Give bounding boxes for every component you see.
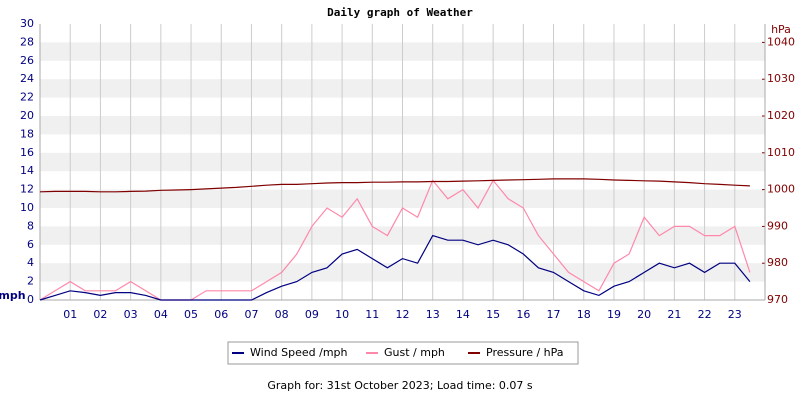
y-tick-label: 12 <box>20 183 34 196</box>
x-tick-label: 22 <box>698 308 712 321</box>
series-line <box>39 179 751 301</box>
series-line <box>39 178 750 193</box>
x-tick-label: 09 <box>305 308 319 321</box>
legend-label: Gust / mph <box>384 346 445 359</box>
y2-tick-label: 1020 <box>767 109 795 122</box>
y-tick-label: 0 <box>27 293 34 306</box>
y-tick-label: 26 <box>20 54 34 67</box>
y2-axis-label: hPa <box>771 23 791 36</box>
x-tick-label: 12 <box>396 308 410 321</box>
y-tick-label: 6 <box>27 238 34 251</box>
x-tick-label: 15 <box>486 308 500 321</box>
x-tick-label: 02 <box>93 308 107 321</box>
legend-label: Wind Speed /mph <box>250 346 348 359</box>
x-tick-label: 14 <box>456 308 470 321</box>
y-tick-label: 8 <box>27 219 34 232</box>
y2-tick-label: 990 <box>767 219 788 232</box>
x-tick-label: 17 <box>547 308 561 321</box>
y-tick-label: 24 <box>20 72 34 85</box>
x-tick-label: 10 <box>335 308 349 321</box>
y-tick-label: 28 <box>20 35 34 48</box>
x-tick-label: 20 <box>637 308 651 321</box>
y-tick-label: 22 <box>20 91 34 104</box>
y-tick-label: 4 <box>27 256 34 269</box>
x-tick-label: 05 <box>184 308 198 321</box>
chart-title: Daily graph of Weather <box>327 6 473 19</box>
y-axis-label: mph <box>0 289 26 302</box>
y2-tick-label: 1040 <box>767 35 795 48</box>
y2-tick-label: 970 <box>767 293 788 306</box>
y2-tick-label: 980 <box>767 256 788 269</box>
x-tick-label: 11 <box>365 308 379 321</box>
footer: Graph for: 31st October 2023; Load time:… <box>267 379 533 392</box>
x-tick-label: 01 <box>63 308 77 321</box>
y2-tick-label: 1000 <box>767 183 795 196</box>
x-tick-label: 13 <box>426 308 440 321</box>
legend-label: Pressure / hPa <box>486 346 564 359</box>
y-tick-label: 20 <box>20 109 34 122</box>
x-tick-label: 08 <box>275 308 289 321</box>
y-tick-label: 16 <box>20 146 34 159</box>
legend-box <box>227 341 579 365</box>
x-tick-label: 18 <box>577 308 591 321</box>
x-tick-label: 23 <box>728 308 742 321</box>
x-tick-label: 16 <box>516 308 530 321</box>
x-tick-label: 07 <box>244 308 258 321</box>
y-tick-label: 2 <box>27 275 34 288</box>
y-tick-label: 18 <box>20 127 34 140</box>
y-tick-label: 30 <box>20 17 34 30</box>
y-tick-label: 14 <box>20 164 34 177</box>
x-tick-label: 19 <box>607 308 621 321</box>
x-tick-label: 04 <box>154 308 168 321</box>
y-tick-label: 10 <box>20 201 34 214</box>
x-tick-label: 03 <box>124 308 138 321</box>
y2-tick-label: 1030 <box>767 72 795 85</box>
x-tick-label: 06 <box>214 308 228 321</box>
series-line <box>39 234 751 301</box>
y2-tick-label: 1010 <box>767 146 795 159</box>
x-tick-label: 21 <box>667 308 681 321</box>
